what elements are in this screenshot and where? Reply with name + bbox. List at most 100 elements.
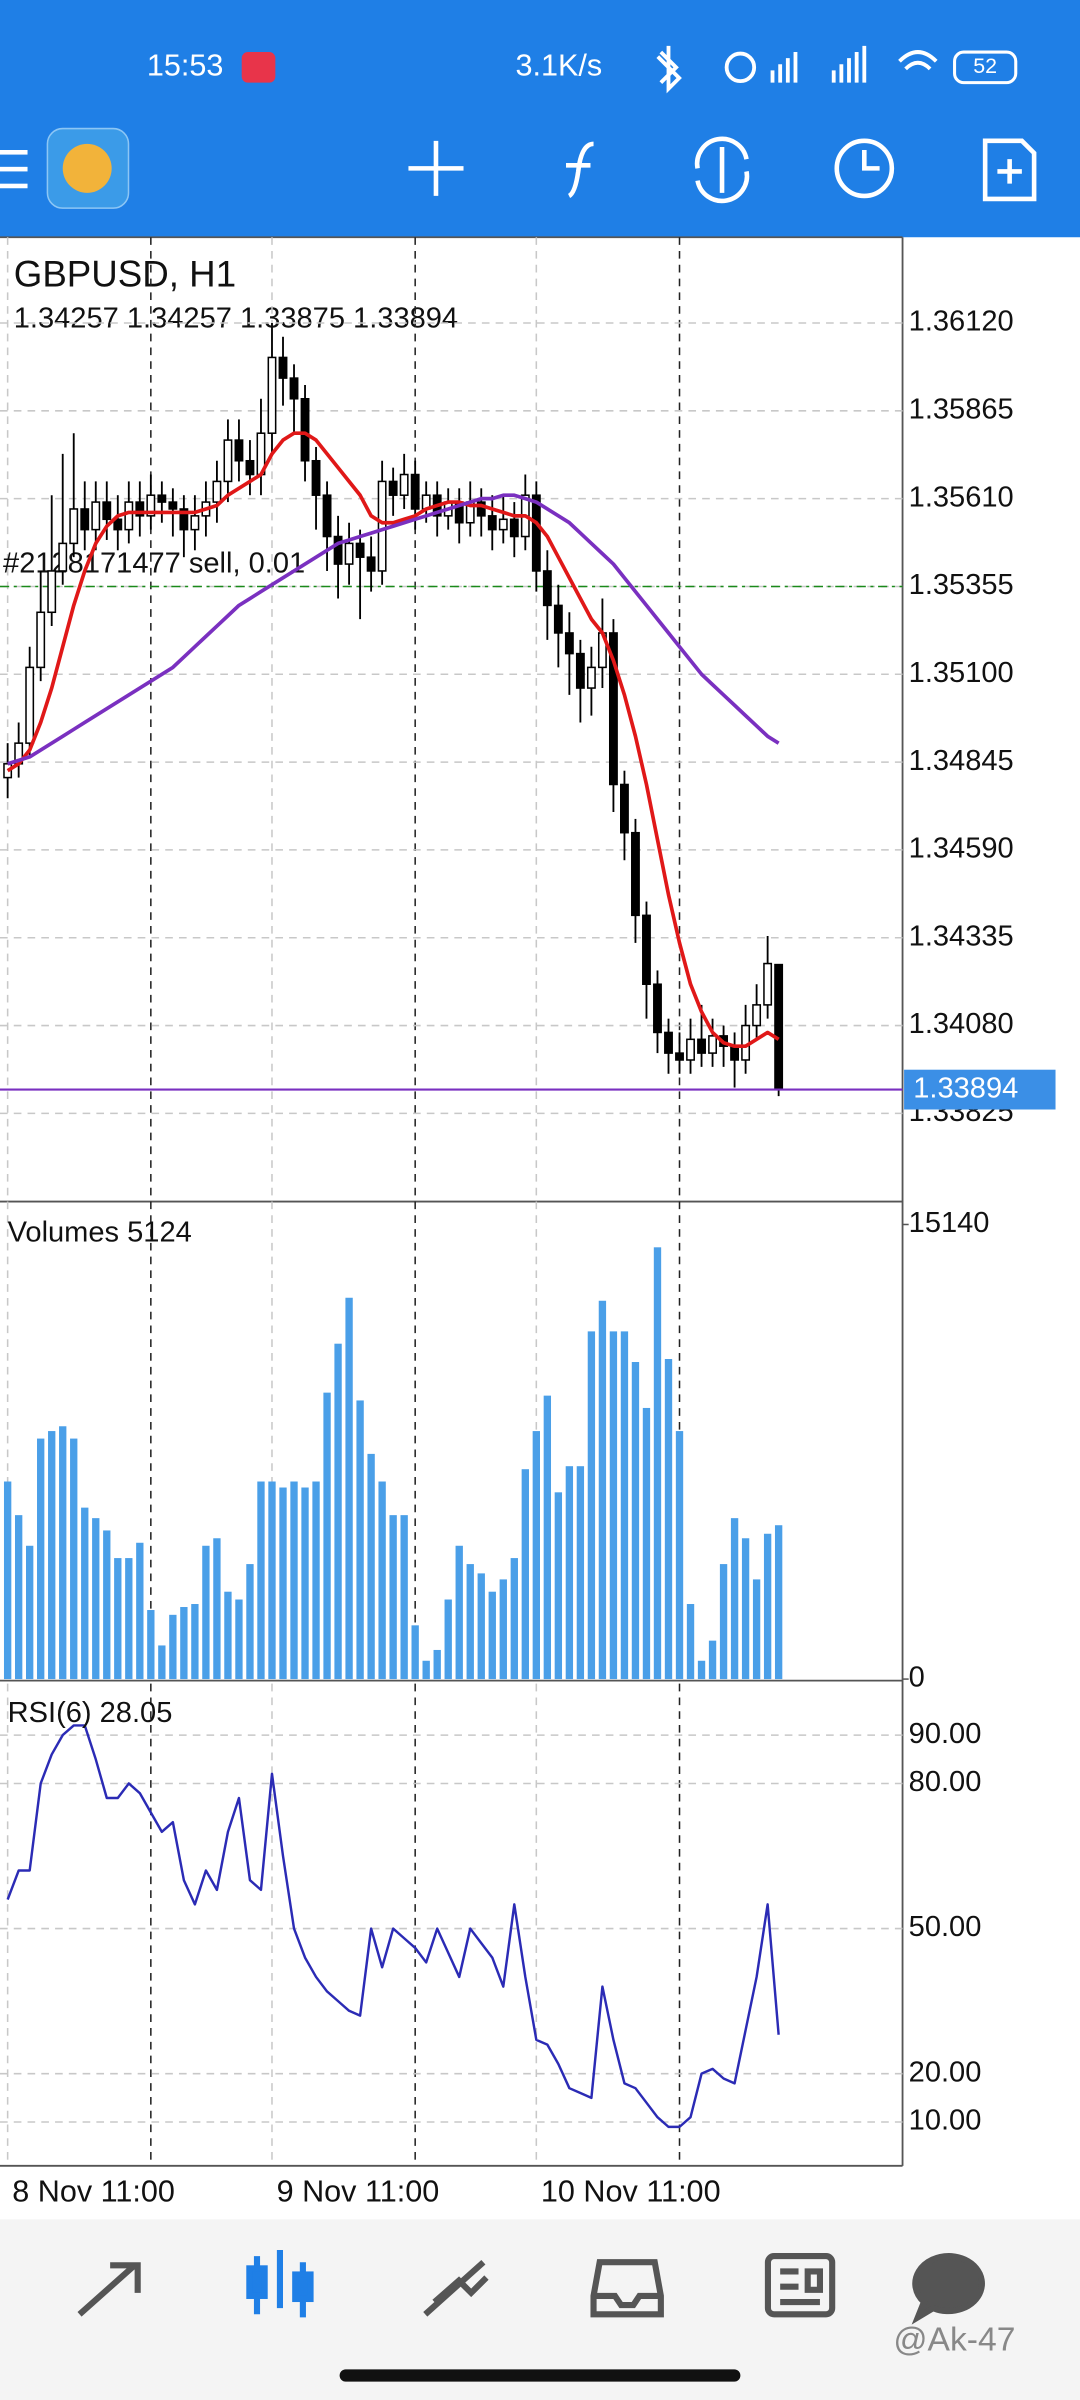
y-tick-label: 1.35100 xyxy=(909,657,1014,689)
candle-body xyxy=(697,1038,706,1054)
candle-body xyxy=(642,914,651,985)
volume-bar xyxy=(279,1487,287,1680)
candle-body xyxy=(300,397,310,462)
y-tick-label: 1.34590 xyxy=(909,833,1014,865)
candle-body xyxy=(388,480,398,496)
volume-bar xyxy=(334,1343,342,1680)
volume-bar xyxy=(664,1359,673,1680)
panel-frame xyxy=(0,236,904,2167)
candle-body xyxy=(157,494,167,503)
volume-bar xyxy=(532,1431,540,1680)
volume-bar xyxy=(719,1564,728,1680)
candle-body xyxy=(58,542,68,572)
volume-bar xyxy=(147,1610,155,1680)
volume-bar xyxy=(730,1518,739,1680)
top-bar xyxy=(0,0,1080,238)
y-tick-label: 10.00 xyxy=(909,2105,982,2137)
bid-label: 1.33894 xyxy=(913,1072,1018,1104)
history-button[interactable] xyxy=(834,138,895,199)
volume-bar xyxy=(235,1599,243,1680)
volume-bar xyxy=(510,1558,518,1680)
y-tick-label: 15140 xyxy=(909,1207,990,1239)
moving-average xyxy=(7,493,780,766)
candle-body xyxy=(355,542,365,558)
volume-bar xyxy=(477,1573,485,1680)
candle-body xyxy=(564,632,574,655)
crosshair-button[interactable] xyxy=(408,140,464,196)
volume-bar xyxy=(411,1625,419,1680)
volume-bar xyxy=(191,1604,199,1680)
bid-label-box xyxy=(904,1069,1056,1110)
x-tick-label: 9 Nov 11:00 xyxy=(277,2174,440,2208)
y-tick-label: 20.00 xyxy=(909,2056,982,2088)
candle-body xyxy=(113,518,123,531)
candle-body xyxy=(102,501,112,521)
menu-button[interactable] xyxy=(0,150,28,189)
candle-body xyxy=(553,604,563,634)
volume-bar xyxy=(378,1481,386,1680)
volume-bar xyxy=(169,1614,177,1680)
volume-bar xyxy=(708,1640,717,1680)
volume-bar xyxy=(37,1438,45,1680)
volume-bar xyxy=(125,1558,133,1680)
nav-news[interactable] xyxy=(764,2253,836,2318)
candle-body xyxy=(69,508,79,545)
nav-trade[interactable] xyxy=(423,2259,489,2317)
volume-bar xyxy=(180,1607,188,1680)
volume-bar xyxy=(422,1660,430,1680)
candle-body xyxy=(212,480,222,503)
nav-chart[interactable] xyxy=(246,2250,314,2318)
candle-body xyxy=(36,611,46,669)
x-tick-label: 8 Nov 11:00 xyxy=(12,2174,175,2208)
candle-body xyxy=(487,515,497,531)
trade-button[interactable] xyxy=(694,136,750,204)
candle-body xyxy=(752,1004,762,1027)
volume-bar xyxy=(14,1515,23,1680)
volume-bar xyxy=(686,1604,695,1680)
nav-history[interactable] xyxy=(590,2259,664,2318)
volume-bar xyxy=(323,1392,331,1680)
volume-bar xyxy=(136,1542,144,1680)
candle-body xyxy=(542,570,552,607)
moving-average xyxy=(6,431,780,1049)
candle-body xyxy=(289,377,299,400)
y-tick-label: 1.34335 xyxy=(909,920,1014,952)
volume-bar xyxy=(268,1481,276,1680)
volume-bar xyxy=(752,1579,761,1680)
volume-bar xyxy=(59,1426,67,1680)
volume-bar xyxy=(675,1431,684,1680)
volume-bar xyxy=(587,1331,596,1680)
status-icons xyxy=(656,45,938,94)
volume-bar xyxy=(70,1438,78,1680)
volume-bar xyxy=(642,1407,651,1680)
volume-bar xyxy=(202,1545,210,1680)
candle-body xyxy=(47,570,57,614)
candle-body xyxy=(509,518,519,538)
nav-chat[interactable] xyxy=(911,2253,985,2325)
candle-body xyxy=(664,1031,673,1054)
candle-body xyxy=(223,439,233,483)
volume-bar xyxy=(653,1247,662,1680)
watermark: @Ak-47 xyxy=(893,2322,1015,2359)
candle-body xyxy=(631,831,640,917)
volume-bar xyxy=(301,1487,309,1680)
y-tick-label: 1.35865 xyxy=(909,393,1014,425)
candle-body xyxy=(686,1038,695,1061)
candle-body xyxy=(234,439,244,462)
new-order-button[interactable] xyxy=(982,138,1037,202)
nav-quotes[interactable] xyxy=(77,2262,141,2317)
volume-bar xyxy=(367,1453,375,1680)
candle-body xyxy=(366,556,376,572)
candle-body xyxy=(410,473,420,510)
volume-bar xyxy=(741,1538,750,1680)
candle-body xyxy=(586,666,596,689)
candle-body xyxy=(179,508,189,531)
battery xyxy=(953,50,1018,85)
indicators-button[interactable] xyxy=(566,141,594,198)
candle-body xyxy=(675,1052,684,1061)
panel-title: RSI(6) 28.05 xyxy=(8,1697,173,1729)
volume-bar xyxy=(609,1331,618,1680)
candle-body xyxy=(575,652,585,689)
y-tick-label: 90.00 xyxy=(909,1718,982,1750)
